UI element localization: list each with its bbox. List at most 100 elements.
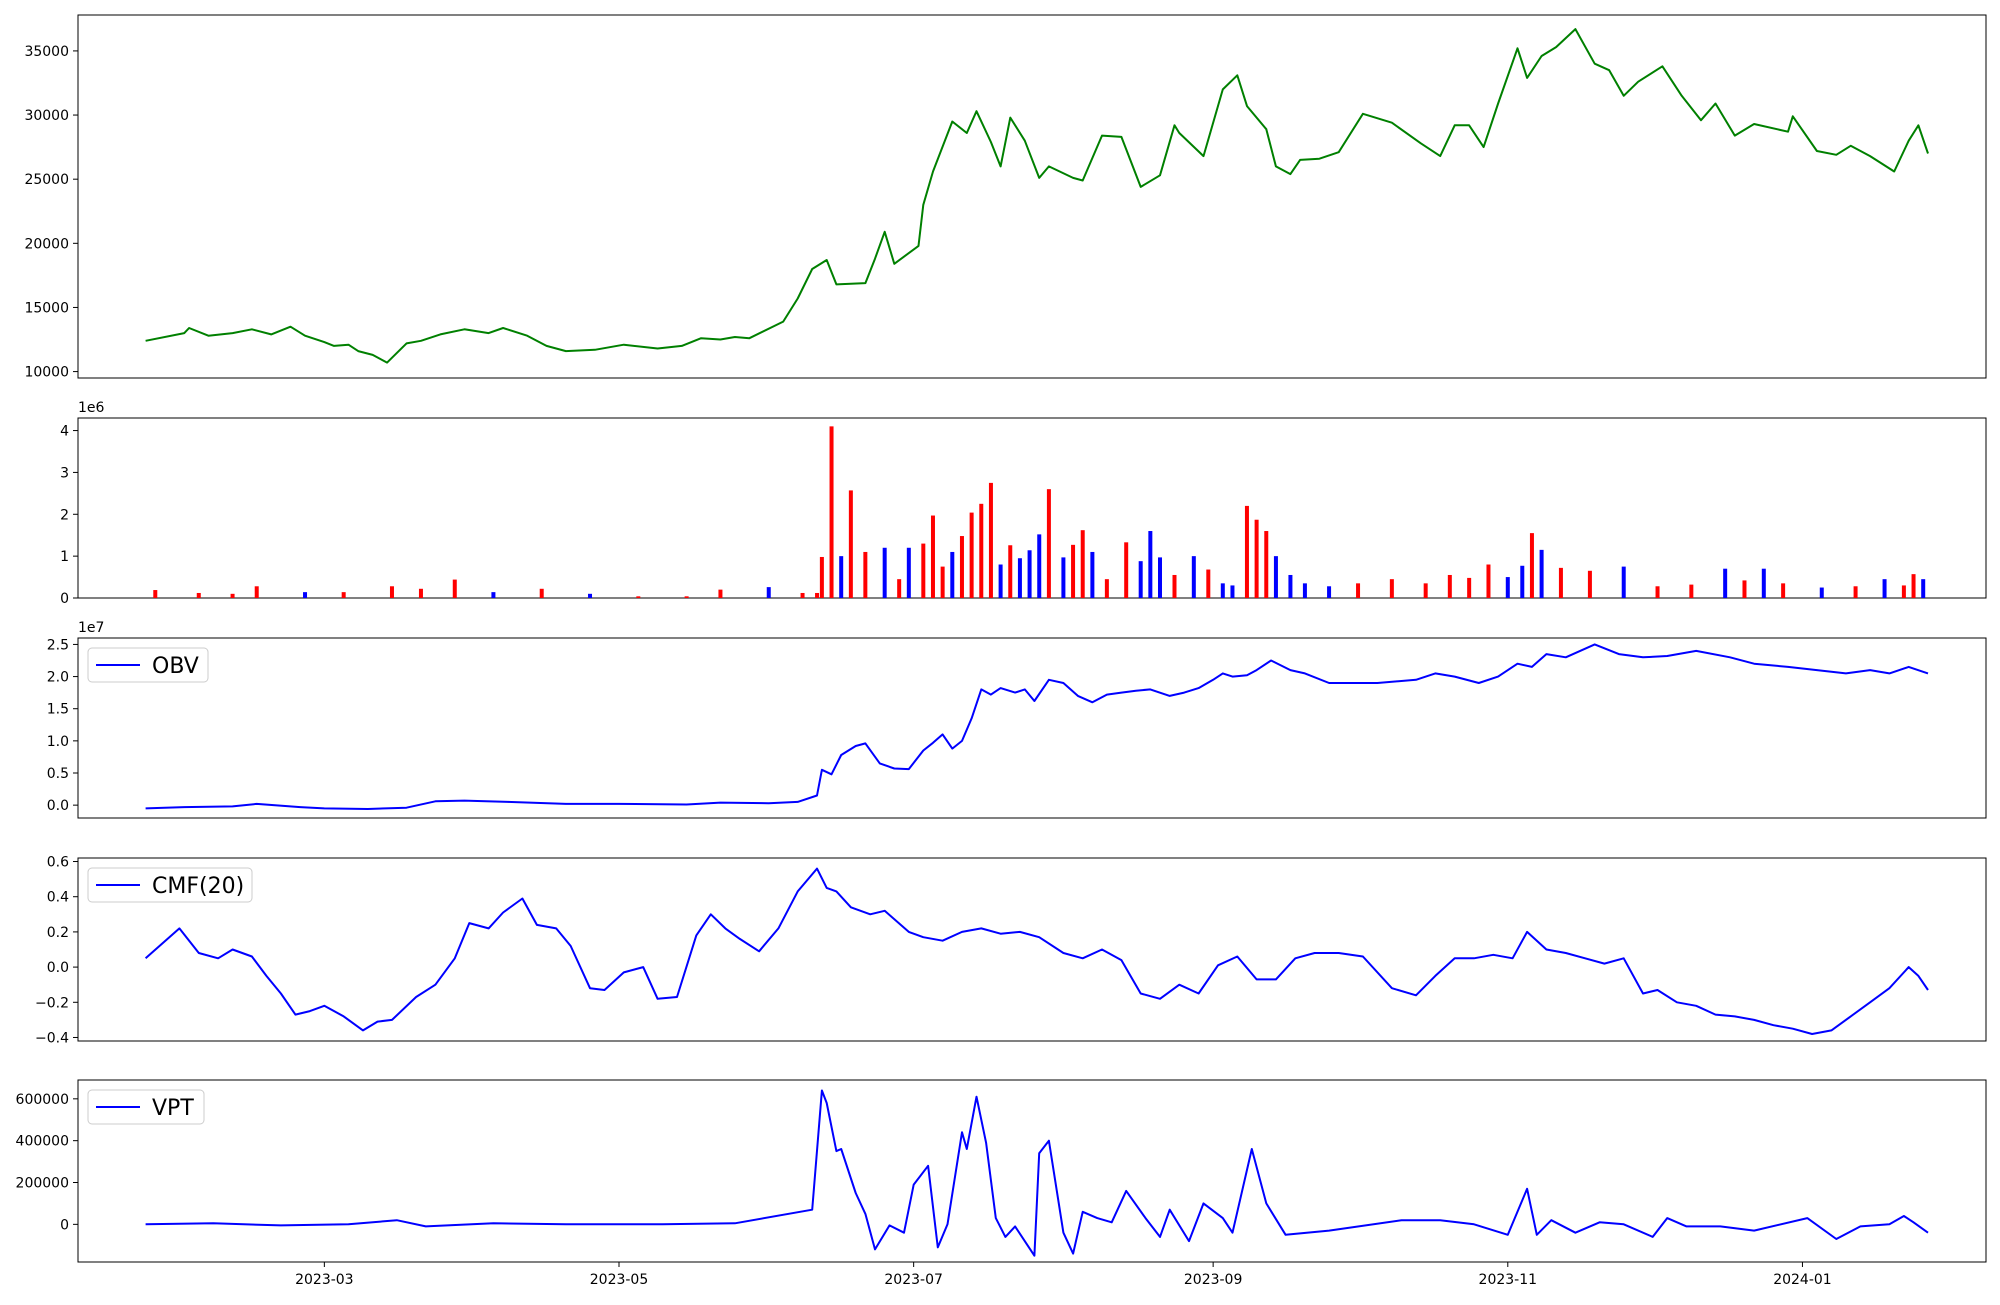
volume-bar bbox=[1558, 567, 1563, 598]
volume-bar bbox=[1037, 534, 1042, 598]
volume-bar bbox=[1017, 558, 1022, 598]
volume-bar bbox=[882, 547, 887, 598]
volume-bar bbox=[1539, 549, 1544, 598]
volume-bar bbox=[1781, 583, 1786, 598]
volume-bar bbox=[1220, 583, 1225, 598]
volume-bar bbox=[1158, 557, 1163, 598]
volume-bar bbox=[1148, 531, 1153, 598]
y-tick-label: −0.4 bbox=[35, 1030, 69, 1046]
volume-bar bbox=[153, 590, 158, 598]
volume-bar bbox=[1172, 574, 1177, 598]
legend-box bbox=[87, 647, 209, 683]
volume-bar bbox=[897, 579, 902, 598]
x-tick-label: 2023-07 bbox=[884, 1272, 943, 1288]
volume-bar bbox=[1104, 579, 1109, 598]
volume-bar bbox=[1080, 530, 1085, 598]
volume-bar bbox=[1655, 586, 1660, 598]
volume-bar bbox=[959, 536, 964, 598]
volume-bar bbox=[1587, 570, 1592, 598]
series-line-vpt bbox=[145, 1089, 1929, 1257]
volume-bar bbox=[1191, 556, 1196, 598]
volume-bar bbox=[718, 589, 723, 598]
volume-bar bbox=[254, 586, 259, 598]
volume-bar bbox=[1761, 568, 1766, 598]
axes-frame bbox=[77, 857, 1987, 1042]
legend-label: OBV bbox=[152, 654, 199, 679]
series-line-obv bbox=[145, 643, 1929, 810]
volume-bar bbox=[1244, 505, 1249, 598]
axes-frame bbox=[77, 637, 1987, 819]
volume-bar bbox=[1621, 566, 1626, 598]
y-tick-label: 0.6 bbox=[47, 855, 69, 871]
y-tick-label: 3 bbox=[60, 465, 69, 481]
y-tick-label: 25000 bbox=[24, 172, 69, 188]
y-tick-label: 2.5 bbox=[47, 637, 69, 653]
x-tick-label: 2023-11 bbox=[1479, 1272, 1538, 1288]
volume-panel: 0 1 2 3 4 1e6 bbox=[60, 400, 1987, 607]
volume-bar bbox=[969, 512, 974, 598]
volume-bar bbox=[930, 515, 935, 598]
volume-bar bbox=[418, 588, 423, 598]
axis-exponent-label: 1e6 bbox=[78, 400, 105, 416]
volume-bar bbox=[1901, 585, 1906, 598]
volume-bar bbox=[921, 543, 926, 598]
volume-bar bbox=[1467, 577, 1472, 598]
volume-bar bbox=[1230, 585, 1235, 598]
volume-bar bbox=[684, 596, 689, 598]
y-tick-label: 400000 bbox=[16, 1134, 69, 1150]
volume-bar bbox=[1264, 531, 1269, 598]
volume-bar bbox=[1071, 544, 1076, 598]
legend: CMF(20) bbox=[87, 867, 253, 903]
volume-bar bbox=[303, 592, 308, 598]
volume-bar bbox=[1027, 550, 1032, 598]
volume-bar bbox=[1327, 586, 1332, 598]
volume-bar bbox=[848, 490, 853, 598]
volume-bar bbox=[1138, 561, 1143, 598]
volume-bar bbox=[1356, 583, 1361, 598]
volume-bar bbox=[815, 592, 820, 598]
legend: VPT bbox=[87, 1089, 205, 1125]
volume-bar bbox=[1689, 584, 1694, 598]
x-tick-label: 2024-01 bbox=[1773, 1272, 1832, 1288]
y-tick-label: 2 bbox=[60, 507, 69, 523]
volume-bar bbox=[588, 593, 593, 598]
y-tick-label: 0.0 bbox=[47, 798, 69, 814]
y-tick-label: 0.5 bbox=[47, 766, 69, 782]
legend-box bbox=[87, 867, 253, 903]
volume-bar bbox=[1819, 587, 1824, 598]
volume-bar bbox=[636, 596, 641, 598]
volume-bar bbox=[1447, 574, 1452, 598]
y-tick-label: 600000 bbox=[16, 1092, 69, 1108]
volume-bar bbox=[829, 426, 834, 598]
volume-bar bbox=[389, 586, 394, 598]
volume-bar bbox=[1124, 542, 1129, 598]
volume-bar bbox=[863, 551, 868, 598]
y-tick-label: 0.4 bbox=[47, 890, 69, 906]
volume-bar bbox=[1529, 533, 1534, 598]
volume-bar bbox=[950, 551, 955, 598]
cmf-panel: −0.4 −0.2 0.0 0.2 0.4 0.6 CMF(20) bbox=[35, 855, 1987, 1046]
y-tick-label: 0 bbox=[60, 591, 69, 607]
series-line-close bbox=[145, 28, 1929, 364]
volume-bar bbox=[491, 592, 496, 598]
x-tick-label: 2023-05 bbox=[590, 1272, 649, 1288]
y-tick-label: 1.0 bbox=[47, 734, 69, 750]
obv-panel: 0.0 0.5 1.0 1.5 2.0 2.5 1e7 OBV bbox=[47, 620, 1987, 819]
volume-bar bbox=[452, 579, 457, 598]
volume-bar bbox=[1921, 579, 1926, 598]
volume-bar bbox=[819, 556, 824, 598]
volume-bar bbox=[1288, 574, 1293, 598]
volume-bar bbox=[1273, 556, 1278, 598]
volume-bar bbox=[1486, 564, 1491, 598]
volume-bar bbox=[1008, 545, 1013, 598]
y-tick-label: 10000 bbox=[24, 365, 69, 381]
volume-bar bbox=[1742, 580, 1747, 598]
y-tick-label: 20000 bbox=[24, 236, 69, 252]
volume-bar bbox=[539, 588, 544, 598]
volume-bar bbox=[800, 592, 805, 598]
volume-bar bbox=[1423, 583, 1428, 598]
volume-bar bbox=[1302, 583, 1307, 598]
axis-exponent-label: 1e7 bbox=[78, 620, 104, 636]
